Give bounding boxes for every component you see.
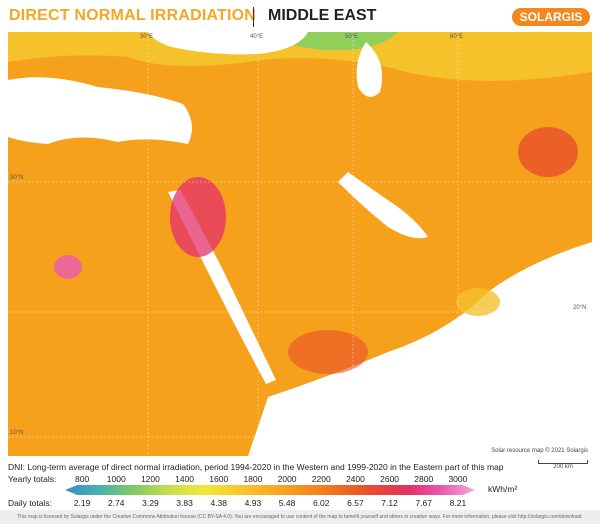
daily-totals-label: Daily totals: (8, 498, 52, 508)
daily-tick-label: 7.12 (381, 498, 398, 508)
scale-bar-label: 200 km (553, 464, 573, 470)
lon-label-50: 50°E (345, 34, 359, 40)
daily-tick-label: 6.57 (347, 498, 364, 508)
map-credit: Solar resource map © 2021 Solargis (491, 448, 588, 454)
graticule (8, 32, 592, 456)
region-title: MIDDLE EAST (268, 7, 377, 24)
daily-tick-label: 2.19 (73, 498, 91, 508)
legend-color-bar (65, 485, 475, 495)
daily-tick-label: 4.38 (210, 498, 228, 508)
irradiation-map: 30°E 40°E 50°E 60°E 30°N 20°N 10°N Solar… (8, 32, 592, 456)
daily-tick-label: 6.02 (312, 498, 330, 508)
yearly-tick-label: 1000 (106, 474, 126, 484)
yearly-tick-label: 2200 (311, 474, 331, 484)
yearly-tick-label: 1400 (175, 474, 195, 484)
map-title: DIRECT NORMAL IRRADIATION (9, 7, 257, 24)
daily-tick-label: 3.29 (142, 498, 159, 508)
arabian-sea (248, 242, 592, 456)
header: DIRECT NORMAL IRRADIATION MIDDLE EAST SO… (0, 0, 600, 32)
yearly-tick-label: 2000 (277, 474, 297, 484)
daily-tick-label: 5.48 (278, 498, 296, 508)
daily-tick-label: 7.67 (415, 498, 433, 508)
daily-tick-label: 4.93 (244, 498, 262, 508)
caspian-sea (356, 42, 383, 97)
oman-yellow-zone (456, 288, 500, 316)
lon-label-30: 30°E (140, 34, 154, 40)
daily-tick-label: 2.74 (107, 498, 125, 508)
yearly-tick-label: 800 (74, 474, 90, 484)
yearly-tick-label: 2800 (414, 474, 434, 484)
solargis-logo: SOLARGIS (512, 8, 590, 26)
black-sea (148, 32, 308, 55)
legend: Yearly totals: Daily totals: 800 1000 1200… (8, 474, 592, 508)
lon-label-60: 60°E (450, 34, 464, 40)
map-graphic (8, 32, 592, 456)
daily-tick-label: 8.21 (449, 498, 467, 508)
yearly-tick-label: 1200 (140, 474, 160, 484)
lat-label-20: 20°N (573, 305, 587, 311)
yearly-tick-label: 1800 (243, 474, 263, 484)
lat-label-30: 30°N (10, 175, 24, 181)
yearly-tick-label: 2400 (345, 474, 365, 484)
map-description: DNI: Long-term average of direct normal … (8, 462, 504, 472)
yearly-tick-label: 1600 (209, 474, 229, 484)
northern-highlands (8, 32, 592, 81)
yearly-tick-label: 3000 (448, 474, 468, 484)
lon-label-40: 40°E (250, 34, 264, 40)
persian-gulf (338, 172, 428, 239)
title-separator (253, 7, 254, 27)
iran-hotspot (518, 127, 578, 177)
yearly-tick-label: 2600 (380, 474, 400, 484)
legend-unit: kWh/m² (488, 484, 518, 494)
sahara-hotspot (54, 255, 82, 279)
scale-bar: 200 km (538, 460, 588, 470)
license-footer: This map is licensed by Solargis under t… (0, 510, 600, 524)
lat-label-10: 10°N (10, 430, 24, 436)
yearly-totals-label: Yearly totals: (8, 474, 57, 484)
daily-tick-label: 3.83 (176, 498, 193, 508)
levant-hotspot (170, 177, 226, 257)
scale-bar-line (538, 460, 588, 464)
mediterranean-sea (8, 77, 192, 144)
yemen-hotspot (288, 330, 368, 374)
